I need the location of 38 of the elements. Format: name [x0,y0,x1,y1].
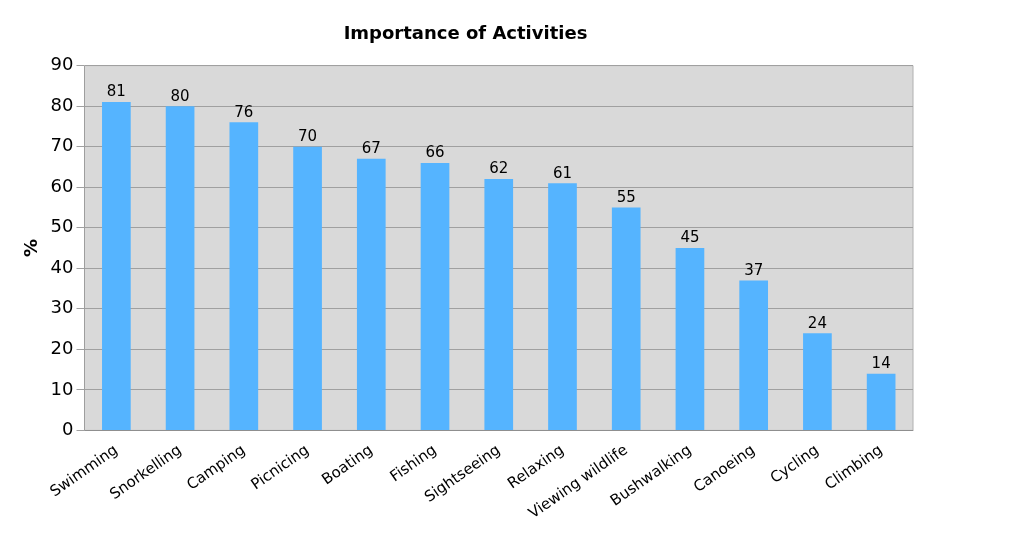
data-label: 61 [552,163,573,182]
data-label: 62 [489,159,509,178]
y-tick-label: 50 [50,215,74,237]
y-tick-label: 90 [50,53,74,75]
y-tick-label: 20 [50,337,74,359]
bar [866,373,896,430]
bar [611,207,641,430]
data-label: 67 [361,139,381,158]
y-tick-label: 0 [62,418,74,440]
data-label: 45 [680,228,700,247]
bar [803,333,832,430]
data-label: 14 [871,354,891,373]
y-tick-label: 80 [50,93,74,115]
y-tick-label: 70 [50,134,74,156]
bar [102,102,131,430]
y-tick-label: 40 [50,255,74,277]
data-label: 81 [106,82,126,101]
bar [420,162,450,430]
y-tick-label: 10 [50,377,74,399]
data-label: 76 [234,102,254,121]
data-label: 70 [298,127,318,146]
bar [484,179,514,430]
bar [165,106,195,430]
data-label: 37 [744,260,764,279]
y-tick-label: 30 [50,296,74,318]
bar [739,280,769,430]
bar [548,183,577,430]
y-axis-title: % [20,238,42,258]
data-label: 80 [170,86,190,105]
chart-title: Importance of Activities [343,22,588,44]
y-tick-label: 60 [50,174,74,196]
bar [675,248,705,430]
bar [293,146,322,430]
data-label: 24 [807,313,827,332]
bar [356,158,386,430]
data-label: 66 [425,143,445,162]
bar [229,122,259,430]
data-label: 55 [616,187,636,206]
